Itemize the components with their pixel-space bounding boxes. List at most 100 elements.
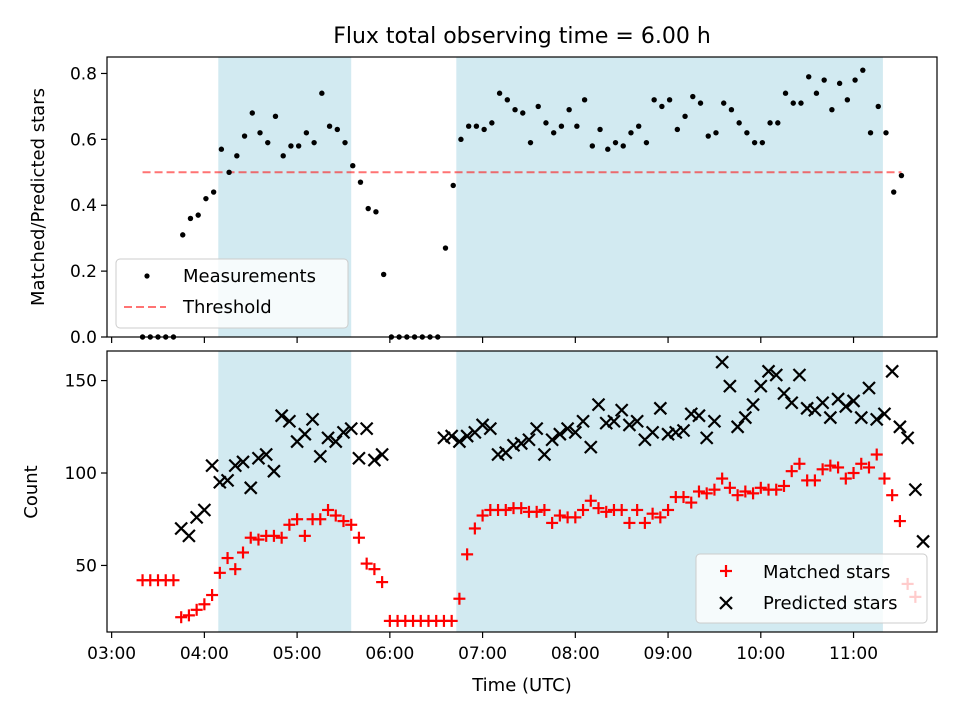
measurement-point <box>458 136 464 143</box>
predicted-star-point <box>576 414 590 429</box>
predicted-star-point <box>692 408 706 423</box>
legend-matched-label: Matched stars <box>763 562 890 583</box>
bottom-legend: Matched stars Predicted stars <box>695 553 928 624</box>
measurement-point <box>496 90 503 96</box>
measurement-point <box>272 113 279 119</box>
predicted-star-point <box>213 475 227 490</box>
matched-star-point <box>329 509 342 522</box>
matched-star-point <box>631 503 644 516</box>
matched-star-point <box>600 505 613 518</box>
measurement-point <box>249 110 255 116</box>
matched-star-point <box>198 598 211 611</box>
predicted-star-point <box>259 447 273 462</box>
matched-star-point <box>468 522 481 535</box>
predicted-star-point <box>893 420 907 434</box>
matched-star-point <box>870 448 883 461</box>
measurement-point <box>674 126 681 133</box>
matched-star-point <box>808 474 821 487</box>
matched-star-point <box>267 529 280 542</box>
matched-star-point <box>855 457 868 470</box>
legend-predicted-label: Predicted stars <box>763 593 897 614</box>
measurement-point <box>566 107 572 113</box>
measurement-point <box>628 130 634 136</box>
predicted-star-point <box>869 412 884 427</box>
measurement-point <box>303 130 310 136</box>
matched-star-point <box>453 592 466 605</box>
measurements-points <box>139 67 905 340</box>
measurement-point <box>813 90 820 96</box>
predicted-star-point <box>746 397 760 412</box>
legend-matched-marker <box>720 565 732 577</box>
matched-star-point <box>445 614 458 627</box>
predicted-star-point <box>676 423 691 438</box>
measurement-point <box>311 139 317 146</box>
predicted-star-point <box>877 407 892 421</box>
measurement-point <box>620 143 626 149</box>
predicted-star-point <box>483 421 498 436</box>
matched-star-point <box>298 529 311 542</box>
top-y-axis-ticks: 0.0 0.2 0.4 0.6 0.8 <box>70 64 107 348</box>
matched-star-point <box>345 518 358 531</box>
measurement-point <box>187 215 194 222</box>
measurement-point <box>280 153 286 159</box>
predicted-star-point <box>321 431 335 445</box>
measurement-point <box>326 123 333 129</box>
predicted-star-point <box>839 399 853 414</box>
shaded-interval <box>218 351 352 632</box>
measurement-point <box>257 130 263 136</box>
measurement-point <box>898 172 905 179</box>
matched-star-point <box>615 503 628 516</box>
bottom-x-axis-ticks: 03:00 04:00 05:00 06:00 07:00 08:00 09:00 10:00… <box>87 632 878 664</box>
predicted-star-point <box>197 503 212 517</box>
predicted-star-point <box>699 431 714 445</box>
predicted-star-point <box>908 482 923 497</box>
y-tick-label: 0.2 <box>70 262 97 282</box>
matched-star-point <box>283 518 296 531</box>
matched-star-point <box>646 507 659 520</box>
measurement-point <box>473 123 480 129</box>
predicted-star-point <box>645 425 660 440</box>
predicted-star-point <box>437 431 451 445</box>
measurement-point <box>543 120 549 126</box>
measurement-point <box>350 163 356 169</box>
measurement-point <box>666 97 673 103</box>
matched-star-point <box>376 576 389 589</box>
shaded-interval <box>456 57 883 337</box>
legend-measurements-marker <box>144 273 150 279</box>
matched-star-point <box>785 465 798 478</box>
measurement-point <box>782 90 789 96</box>
predicted-star-point <box>846 394 861 408</box>
measurement-point <box>875 103 881 110</box>
matched-star-point <box>793 457 806 470</box>
predicted-star-point <box>298 427 312 441</box>
measurement-point <box>288 143 294 149</box>
matched-star-point <box>229 563 242 576</box>
measurement-point <box>728 107 735 113</box>
predicted-star-point <box>228 458 243 473</box>
predicted-stars-points <box>174 355 930 549</box>
measurement-point <box>713 130 719 136</box>
predicted-star-point <box>916 534 930 549</box>
matched-star-point <box>708 483 721 496</box>
y-tick-label: 0.0 <box>70 328 97 348</box>
matched-star-point <box>546 516 559 529</box>
matched-star-point <box>476 509 489 522</box>
matched-star-point <box>878 472 891 485</box>
measurement-point <box>342 139 348 146</box>
predicted-star-point <box>815 395 830 410</box>
measurement-point <box>574 123 580 129</box>
matched-star-point <box>654 511 667 524</box>
matched-star-point <box>847 467 860 480</box>
predicted-star-point <box>537 447 552 462</box>
matched-star-point <box>244 531 257 544</box>
matched-star-point <box>747 487 760 500</box>
matched-star-point <box>553 509 566 522</box>
predicted-star-point <box>630 414 644 429</box>
matched-star-point <box>862 461 875 474</box>
top-panel: 0.00.20.40.60.8 Matched/Predicted stars … <box>28 56 938 348</box>
measurement-point <box>597 126 603 133</box>
matched-star-point <box>731 489 744 502</box>
matched-star-point <box>237 546 250 559</box>
